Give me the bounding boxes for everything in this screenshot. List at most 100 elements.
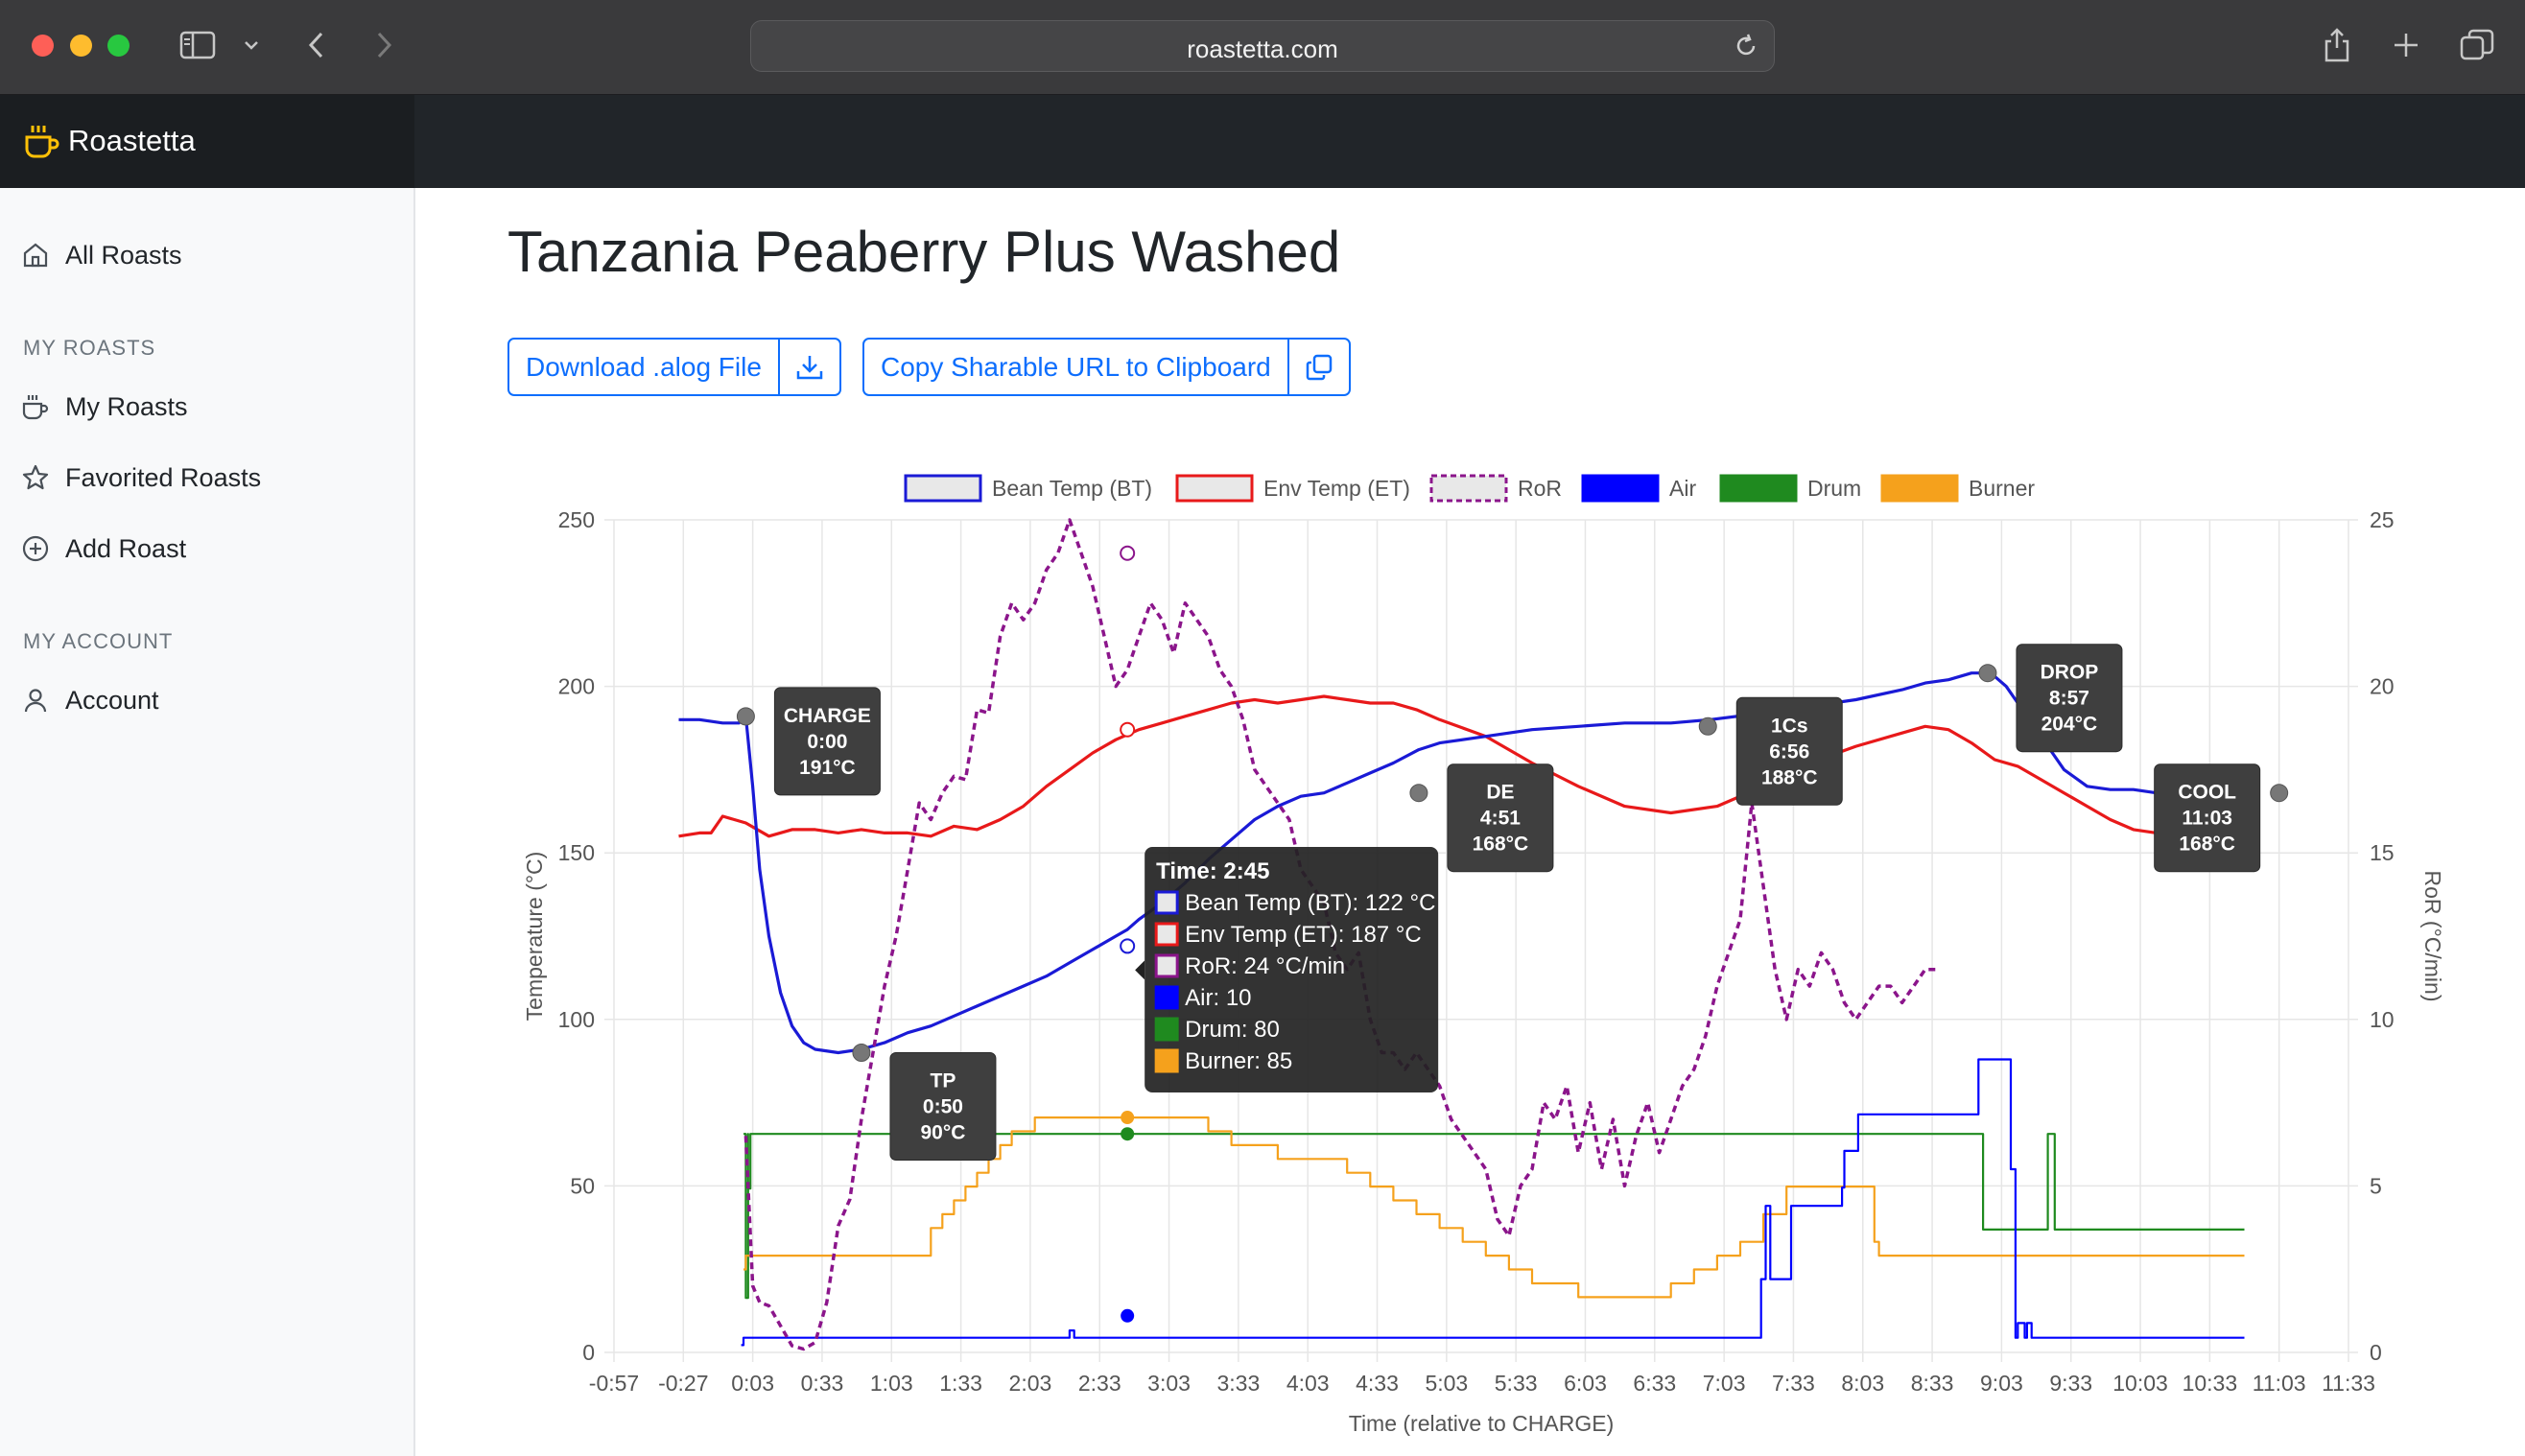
tooltip-swatch [1154,890,1179,915]
x-tick-label: 7:33 [1772,1371,1815,1396]
event-box [1447,763,1554,873]
window-close-button[interactable] [32,35,54,57]
url-text: roastetta.com [1187,35,1338,63]
address-bar[interactable]: roastetta.com [750,20,1775,72]
forward-arrow-icon[interactable] [370,23,397,67]
download-icon[interactable] [777,340,839,394]
sidebar-label-my-roasts: My Roasts [65,391,188,421]
x-tick-label: 4:33 [1356,1371,1399,1396]
sidebar-label-add-roast: Add Roast [65,533,187,563]
legend-label: Burner [1969,476,2035,501]
window-minimize-button[interactable] [70,35,92,57]
hover-marker-drum [1121,1127,1135,1141]
tooltip-swatch [1154,1048,1179,1073]
tooltip-box [1145,847,1439,1092]
x-tick-label: 5:03 [1425,1371,1468,1396]
tooltip-swatch [1154,1017,1179,1042]
event-label-cool: COOL 11:03 168°C [2154,763,2261,873]
legend-item[interactable]: Burner [1880,474,2035,503]
y2-tick-label: 0 [2370,1340,2382,1365]
tooltip-line: Env Temp (ET): 187 °C [1185,922,1422,948]
new-tab-plus-icon[interactable] [2391,23,2421,67]
x-tick-label: 8:33 [1911,1371,1954,1396]
legend-item[interactable]: Drum [1719,474,1861,503]
hover-marker-bt [1120,938,1136,954]
tooltip-swatch [1154,953,1179,978]
sidebar-item-all-roasts[interactable]: All Roasts [21,236,182,274]
x-tick-label: 9:03 [1980,1371,2023,1396]
legend-item[interactable]: RoR [1429,474,1562,503]
event-label-drop: DROP 8:57 204°C [2016,644,2123,753]
chart-series [678,518,2246,1351]
x-tick-label: 6:33 [1633,1371,1676,1396]
y-tick-label: 0 [582,1340,595,1365]
legend-label: Env Temp (ET) [1263,476,1410,501]
x-tick-label: 5:33 [1495,1371,1538,1396]
share-icon[interactable] [2322,23,2352,67]
y-tick-label: 100 [558,1007,595,1032]
legend-item[interactable]: Air [1581,474,1696,503]
event-text: 90°C [920,1122,965,1144]
sidebar-item-add-roast[interactable]: Add Roast [21,529,186,568]
event-marker [736,707,755,726]
coffee-cup-icon [22,395,49,420]
sidebar-item-my-roasts[interactable]: My Roasts [21,387,188,426]
event-text: CHARGE [784,705,871,727]
event-text: DROP [2041,662,2099,684]
event-text: 204°C [2041,714,2098,736]
sidebar-item-account[interactable]: Account [21,681,159,719]
event-marker [1698,716,1717,736]
event-text: 0:50 [923,1096,963,1118]
tooltip-line: Air: 10 [1185,985,1251,1011]
event-text: 8:57 [2049,688,2089,710]
tab-overview-icon[interactable] [2460,23,2494,67]
x-tick-label: 1:33 [939,1371,982,1396]
sidebar-toggle-icon[interactable] [178,23,217,67]
legend-swatch [1429,474,1508,503]
y2-tick-label: 20 [2370,674,2395,699]
x-tick-label: 10:03 [2112,1371,2168,1396]
x-tick-label: 11:33 [2322,1371,2375,1396]
x-tick-label: 9:33 [2049,1371,2092,1396]
x-tick-label: 3:33 [1216,1371,1260,1396]
y-tick-label: 50 [570,1173,595,1198]
hover-marker-burner [1121,1111,1135,1125]
y2-tick-label: 5 [2370,1173,2382,1198]
roast-profile-chart[interactable]: Bean Temp (BT) Env Temp (ET) RoR Air Drum Bur… [499,451,2494,1448]
sidebar-item-favorited-roasts[interactable]: Favorited Roasts [21,458,261,497]
y-axis-ticks: 0 50 100 150 200 250 [558,507,595,1365]
chart-legend[interactable]: Bean Temp (BT) Env Temp (ET) RoR Air Drum Bur… [904,474,2035,503]
tooltip-caret [1135,960,1145,980]
event-marker [2270,784,2289,803]
chart-tooltip: Time: 2:45 Bean Temp (BT): 122 °C Env Temp… [1120,545,1439,1323]
event-text: 6:56 [1769,740,1809,763]
reload-icon[interactable] [1734,34,1758,63]
brand[interactable]: Roastetta [0,95,414,188]
y2-tick-label: 15 [2370,840,2395,865]
copy-url-button[interactable]: Copy Sharable URL to Clipboard [881,351,1271,382]
tooltip-title: Time: 2:45 [1156,858,1269,884]
back-arrow-icon[interactable] [303,23,330,67]
event-box [773,687,881,796]
page-title: Tanzania Peaberry Plus Washed [507,220,1341,284]
plus-circle-icon [22,535,49,562]
copy-icon[interactable] [1286,340,1349,394]
window-zoom-button[interactable] [107,35,130,57]
x-tick-label: 2:33 [1078,1371,1121,1396]
event-text: 1Cs [1771,715,1808,737]
y-tick-label: 150 [558,840,595,865]
legend-item[interactable]: Bean Temp (BT) [904,474,1152,503]
event-box [889,1052,997,1162]
download-alog-button[interactable]: Download .alog File [526,351,762,382]
legend-label: Bean Temp (BT) [992,476,1152,501]
chevron-down-icon[interactable] [240,23,263,67]
sidebar: All Roasts MY ROASTS My Roasts Favorited… [0,188,415,1456]
x-axis-title: Time (relative to CHARGE) [1349,1411,1614,1436]
star-icon [22,464,49,490]
legend-item[interactable]: Env Temp (ET) [1175,474,1410,503]
event-marker [1409,784,1428,803]
y2-axis-title: RoR (°C/min) [2420,871,2445,1002]
event-marker [1978,664,1997,683]
x-tick-label: 1:03 [870,1371,913,1396]
tooltip-swatch [1154,922,1179,947]
